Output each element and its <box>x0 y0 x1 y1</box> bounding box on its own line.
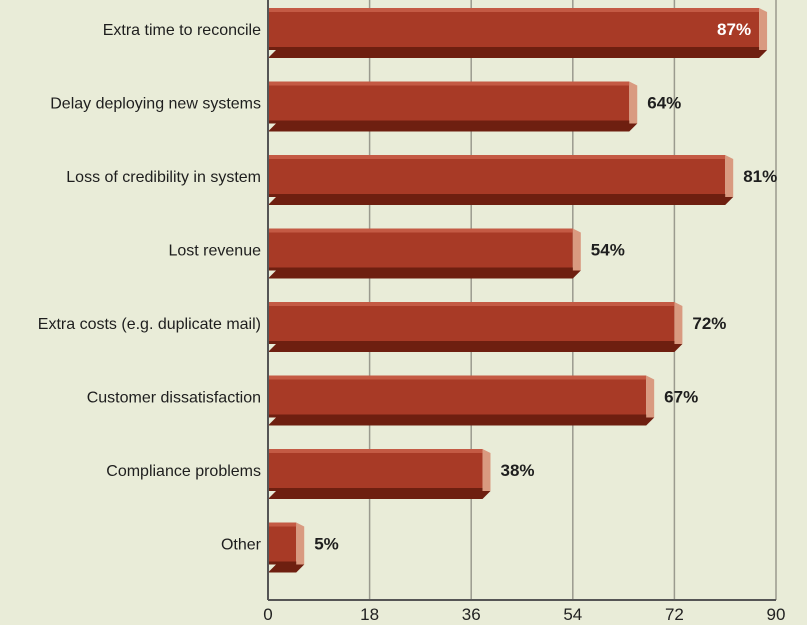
bar <box>268 228 573 271</box>
category-label: Extra time to reconcile <box>103 22 261 39</box>
bar <box>268 449 483 491</box>
bar-highlight <box>268 155 726 159</box>
value-label: 87% <box>717 20 751 39</box>
bar-shadow <box>268 270 581 279</box>
bar-highlight <box>268 81 630 86</box>
bar-highlight <box>268 302 675 306</box>
bar-side <box>725 155 734 197</box>
bar-highlight <box>268 449 483 453</box>
value-label: 72% <box>692 314 726 333</box>
value-label: 67% <box>664 388 698 407</box>
bar-shadow <box>268 197 734 205</box>
bar-shadow <box>268 564 305 573</box>
bar <box>268 8 760 50</box>
bar-edge <box>268 414 647 418</box>
bar-highlight <box>268 228 573 233</box>
category-label: Loss of credibility in system <box>66 169 261 186</box>
category-label: Compliance problems <box>106 463 261 480</box>
bar-edge <box>268 341 675 344</box>
bar-shadow <box>268 344 683 352</box>
bar-shadow <box>268 417 655 426</box>
category-label: Delay deploying new systems <box>50 96 261 113</box>
bar-shadow <box>268 50 768 58</box>
x-tick-label: 90 <box>767 605 786 624</box>
bar <box>268 81 630 124</box>
bar-edge <box>268 194 726 197</box>
bar-edge <box>268 267 573 271</box>
bar-edge <box>268 561 297 565</box>
bar <box>268 375 647 418</box>
value-label: 38% <box>500 461 534 480</box>
category-label: Customer dissatisfaction <box>87 390 261 407</box>
x-tick-label: 54 <box>563 605 582 624</box>
bar-highlight <box>268 375 647 380</box>
bar-highlight <box>268 8 760 12</box>
bar-shadow <box>268 491 491 499</box>
bar-side <box>482 449 491 491</box>
bar-highlight <box>268 522 297 527</box>
value-label: 54% <box>591 241 625 260</box>
bar-side <box>296 522 305 565</box>
value-label: 64% <box>647 94 681 113</box>
value-label: 5% <box>314 535 339 554</box>
bar-edge <box>268 120 630 124</box>
bar <box>268 155 726 197</box>
bar-side <box>759 8 768 50</box>
bar-side <box>629 81 638 124</box>
bar-side <box>674 302 683 344</box>
x-tick-label: 72 <box>665 605 684 624</box>
bar-side <box>646 375 655 418</box>
category-label: Extra costs (e.g. duplicate mail) <box>38 316 261 333</box>
x-tick-label: 0 <box>263 605 272 624</box>
x-tick-label: 36 <box>462 605 481 624</box>
category-label: Lost revenue <box>168 243 261 260</box>
bar-shadow <box>268 123 638 132</box>
value-label: 81% <box>743 167 777 186</box>
bar-edge <box>268 47 760 50</box>
x-tick-label: 18 <box>360 605 379 624</box>
bar-side <box>572 228 581 271</box>
bar <box>268 302 675 344</box>
category-label: Other <box>221 537 262 554</box>
bar <box>268 522 297 565</box>
bar-edge <box>268 488 483 491</box>
